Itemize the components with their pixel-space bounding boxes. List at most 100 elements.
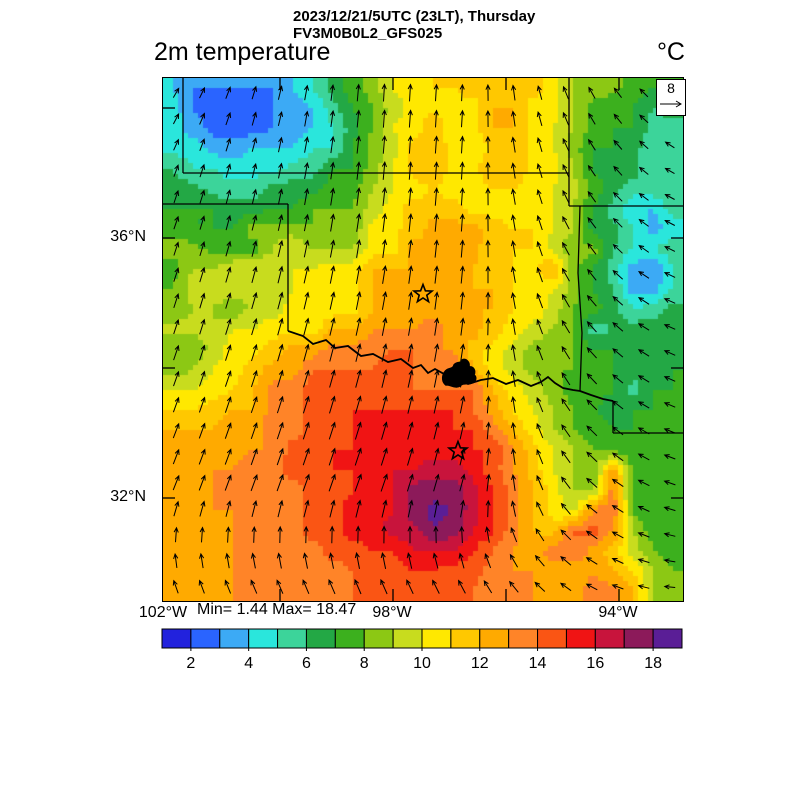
wind-arrow — [637, 453, 650, 461]
wind-arrow — [611, 478, 624, 488]
colorbar-segment — [277, 628, 307, 649]
wind-arrow — [277, 214, 284, 231]
wind-arrow — [560, 529, 572, 541]
wind-arrow — [536, 292, 544, 309]
wind-arrow — [511, 110, 517, 127]
wind-arrow — [250, 447, 258, 466]
wind-arrow — [303, 499, 310, 518]
wind-arrow — [407, 135, 413, 154]
wind-arrow — [510, 370, 517, 387]
colorbar-segment — [537, 628, 567, 649]
wind-arrow — [586, 425, 598, 437]
colorbar-tick-label: 14 — [529, 655, 547, 672]
wind-arrow — [638, 166, 649, 175]
wind-arrow — [225, 240, 232, 257]
colorbar-segment — [334, 628, 365, 649]
wind-arrow — [433, 499, 440, 518]
wind-arrow — [485, 265, 491, 284]
wind-arrow — [224, 579, 232, 594]
wind-arrow — [408, 317, 414, 336]
colorbar-segment — [190, 628, 221, 649]
wind-arrow — [329, 291, 336, 310]
wind-arrow — [199, 86, 206, 99]
wind-arrow — [172, 474, 180, 491]
wind-arrow — [485, 187, 491, 206]
wind-arrow — [407, 369, 414, 388]
wind-arrow — [199, 526, 205, 543]
wind-arrow — [534, 581, 546, 592]
wind-arrow — [485, 343, 491, 362]
wind-arrow — [251, 137, 258, 152]
wind-arrow — [329, 84, 335, 101]
wind-arrow — [251, 343, 258, 362]
wind-arrow — [560, 556, 572, 566]
wind-arrow — [637, 323, 650, 331]
wind-arrow — [587, 164, 596, 177]
wind-arrow — [561, 267, 570, 282]
wind-arrow — [663, 480, 676, 486]
colorbar-segment — [508, 628, 539, 649]
city-star — [411, 282, 435, 304]
wind-arrow — [561, 424, 571, 438]
wind-arrow — [510, 447, 517, 465]
wind-arrow — [459, 395, 466, 414]
wind-arrow — [433, 395, 440, 414]
wind-arrow — [561, 398, 571, 412]
wind-arrow — [510, 318, 516, 335]
wind-arrow — [536, 318, 544, 335]
wind-arrow — [330, 187, 336, 206]
wind-arrow — [304, 187, 310, 206]
wind-arrow — [407, 83, 413, 102]
wind-arrow — [250, 369, 258, 388]
wind-arrow — [407, 395, 414, 414]
wind-arrow — [199, 163, 206, 178]
wind-arrow — [586, 373, 598, 385]
wind-arrow — [638, 192, 649, 201]
wind-arrow — [251, 265, 258, 284]
wind-arrow — [510, 214, 516, 231]
wind-arrow — [199, 292, 206, 309]
wind-arrow — [560, 502, 571, 515]
wind-arrow — [588, 86, 596, 99]
wind-arrow — [433, 369, 440, 388]
wind-arrow — [637, 532, 650, 538]
wind-arrow — [329, 395, 336, 414]
wind-arrow — [328, 579, 336, 595]
wind-arrow — [355, 187, 362, 206]
wind-arrow — [407, 109, 413, 128]
wind-arrow — [277, 525, 283, 544]
wind-arrow — [380, 551, 387, 569]
wind-arrow — [303, 265, 310, 284]
wind-arrow — [637, 479, 650, 487]
wind-arrow — [355, 317, 362, 336]
wind-arrow — [303, 317, 310, 336]
wind-arrow — [433, 109, 439, 128]
wind-arrow — [407, 447, 414, 466]
minmax-stats: Min= 1.44 Max= 18.47 — [197, 601, 357, 618]
wind-arrow — [637, 558, 650, 564]
wind-arrow — [638, 244, 650, 253]
wind-arrow — [172, 422, 180, 439]
colorbar-segment — [652, 628, 683, 649]
wind-arrow — [276, 579, 284, 594]
wind-arrow — [381, 109, 387, 128]
colorbar-segment — [594, 628, 625, 649]
wind-arrow — [407, 421, 414, 440]
wind-arrow — [251, 85, 258, 100]
wind-arrow — [459, 213, 465, 232]
wind-arrow — [198, 448, 206, 465]
wind-arrow — [561, 372, 571, 386]
wind-arrow — [637, 506, 650, 512]
wind-arrow — [251, 317, 258, 336]
wind-arrow — [381, 421, 388, 440]
wind-arrow — [484, 553, 492, 569]
wind-arrow — [381, 83, 387, 102]
wind-arrow — [637, 297, 650, 305]
wind-arrow — [407, 213, 414, 232]
wind-arrow — [612, 374, 624, 384]
wind-arrow — [663, 428, 676, 434]
map-overlay — [163, 78, 683, 601]
wind-arrow — [354, 421, 362, 440]
wind-arrow — [536, 501, 544, 516]
